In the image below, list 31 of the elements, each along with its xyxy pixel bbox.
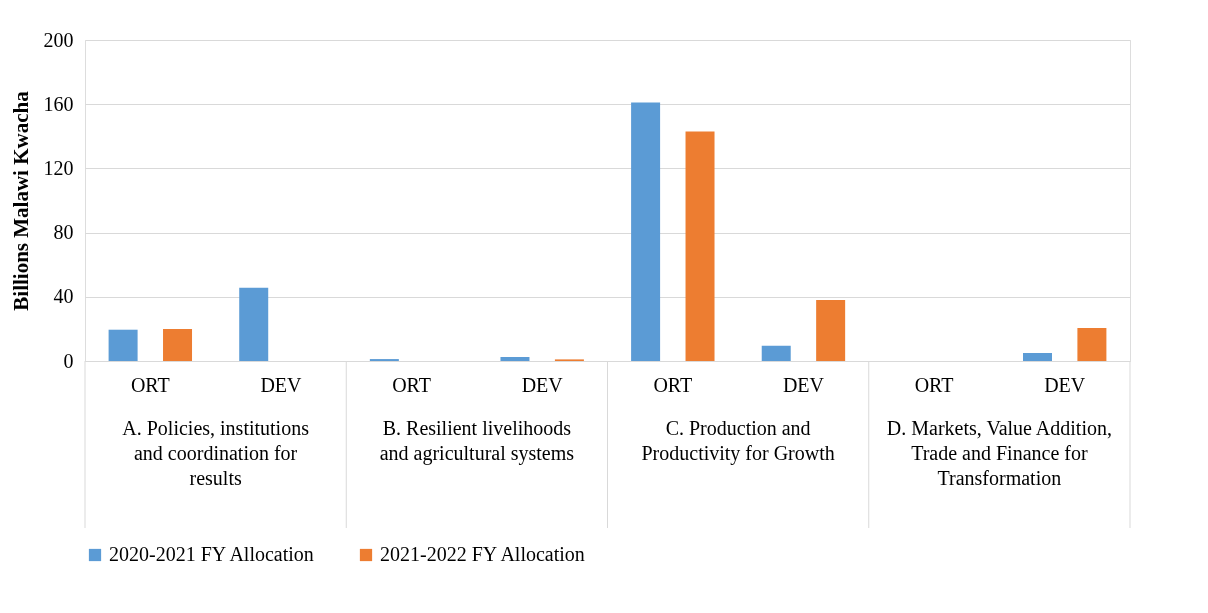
x-tick-label: DEV <box>1044 373 1086 396</box>
bar <box>816 300 846 361</box>
bar <box>163 328 193 361</box>
bar <box>1077 328 1107 361</box>
bar <box>631 102 661 361</box>
x-tick-label: DEV <box>260 373 303 396</box>
bar <box>500 356 530 361</box>
x-tick-label: ORT <box>392 373 431 396</box>
bar <box>761 345 791 361</box>
x-tick-label: ORT <box>130 373 170 396</box>
y-tick-label: 40 <box>53 285 74 308</box>
y-tick-label: 120 <box>43 156 74 179</box>
text: A. Policies, institutions and coordination for results <box>122 417 310 489</box>
y-tick-label: 80 <box>53 221 74 244</box>
bar <box>685 131 715 361</box>
y-tick-label: 200 <box>43 28 74 51</box>
bar <box>108 329 138 361</box>
x-tick-label: DEV <box>782 373 825 396</box>
text: C. Production and Productivity for Growth <box>641 417 835 465</box>
x-tick-label: DEV <box>521 373 564 396</box>
y-tick-label: 160 <box>43 92 74 115</box>
bar <box>1022 352 1052 361</box>
y-axis-title: Billions Malawi Kwacha <box>8 90 33 311</box>
x-tick-label: ORT <box>914 373 954 396</box>
legend-label: 2020-2021 FY Allocation <box>109 543 314 565</box>
bar <box>239 287 269 361</box>
legend-label: 2021-2022 FY Allocation <box>380 543 585 565</box>
x-tick-label: ORT <box>653 373 693 396</box>
text: B. Resilient livelihoods and agricultural systems <box>379 417 575 465</box>
text: D. Markets, Value Addition, Trade and Finance for Transformation <box>886 417 1112 489</box>
y-tick-label: 0 <box>63 349 74 372</box>
